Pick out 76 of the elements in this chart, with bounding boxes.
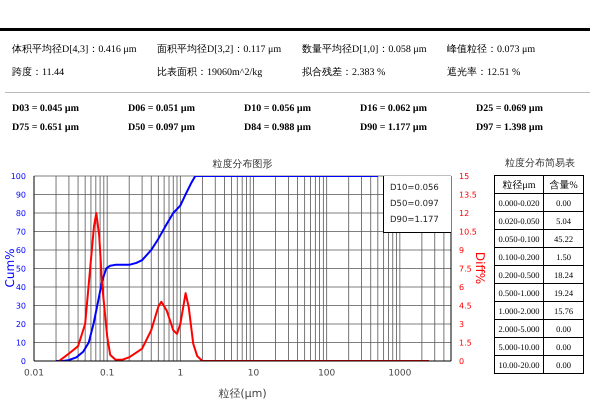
data-label: 0.00 <box>544 320 584 338</box>
y-tick-label: 80 <box>16 208 26 218</box>
data-label: 18.24 <box>544 266 584 284</box>
annotation: D50=0.097 <box>390 198 440 211</box>
text: 含量% <box>544 176 584 194</box>
text: 面积平均径D[3,2]：0.117 μm <box>157 43 282 56</box>
category-label: 0.100-0.200 <box>494 248 544 266</box>
text: D90 = 1.177 μm <box>360 122 428 133</box>
chart-title: 粒度分布图形 <box>212 158 274 171</box>
x-tick-label: 1 <box>177 368 184 378</box>
y2-axis-title: Diff% <box>473 252 487 284</box>
text: 粒度分布简易表 <box>504 156 576 170</box>
category-label: 0.500-1.000 <box>494 284 544 302</box>
y-tick-label: 40 <box>16 282 26 292</box>
y2-tick-label: 3 <box>459 320 464 329</box>
x-tick-label: 0.1 <box>100 368 114 378</box>
text: 体积平均径D[4,3]：0.416 μm <box>12 43 138 56</box>
category-label: 2.000-5.000 <box>494 320 544 338</box>
data-label: 5.04 <box>544 212 584 230</box>
y-tick-label: 10 <box>16 338 26 348</box>
y-tick-label: 30 <box>16 301 26 310</box>
text: 跨度：11.44 <box>12 66 66 79</box>
category-label: 0.050-0.100 <box>494 230 544 248</box>
annotation: D10=0.056 <box>390 182 440 195</box>
text: 数量平均径D[1,0]：0.058 μm <box>302 43 428 56</box>
data-label: 19.24 <box>544 284 584 302</box>
x-tick-label: 10 <box>248 368 260 378</box>
annotation: D90=1.177 <box>390 214 440 227</box>
y-axis-title: Cum% <box>3 248 17 288</box>
data-label: 0.00 <box>544 194 584 212</box>
text: D75 = 0.651 μm <box>12 122 80 133</box>
text: D25 = 0.069 μm <box>476 103 544 114</box>
x-tick-label: 100 <box>318 368 336 378</box>
y2-tick-label: 1.5 <box>459 338 472 348</box>
data-label: 45.22 <box>544 230 584 248</box>
category-label: 1.000-2.000 <box>494 302 544 320</box>
text: 比表面积：19060m^2/kg <box>157 66 264 79</box>
text: D97 = 1.398 μm <box>476 122 544 133</box>
text: D03 = 0.045 μm <box>12 103 80 114</box>
y2-tick-label: 6 <box>459 282 464 292</box>
y2-tick-label: 4.5 <box>459 301 472 310</box>
category-label: 5.000-10.00 <box>494 338 544 356</box>
y2-tick-label: 0 <box>459 356 464 366</box>
text: 峰值粒径：0.073 μm <box>447 43 536 56</box>
y2-tick-label: 13.5 <box>459 190 477 200</box>
data-label: 0.00 <box>544 356 584 374</box>
data-label: 15.76 <box>544 302 584 320</box>
data-label: 1.50 <box>544 248 584 266</box>
y-tick-label: 50 <box>16 264 26 274</box>
y2-tick-label: 7.5 <box>459 264 472 274</box>
y2-tick-label: 9 <box>459 246 464 255</box>
category-label: 0.200-0.500 <box>494 266 544 284</box>
y-tick-label: 90 <box>16 190 26 200</box>
text: D10 = 0.056 μm <box>244 103 312 114</box>
category-label: 0.000-0.020 <box>494 194 544 212</box>
y-tick-label: 0 <box>20 356 26 366</box>
data-label: 0.00 <box>544 338 584 356</box>
y2-tick-label: 15 <box>459 172 470 181</box>
y-tick-label: 100 <box>10 172 26 181</box>
x-tick-label: 1000 <box>388 368 412 378</box>
category-label: 0.020-0.050 <box>494 212 544 230</box>
text: 粒径μm <box>494 176 544 194</box>
x-axis-title: 粒径(μm) <box>218 387 267 400</box>
y-tick-label: 60 <box>16 246 26 255</box>
category-label: 10.00-20.00 <box>494 356 544 374</box>
y2-tick-label: 12 <box>459 208 470 218</box>
text: D16 = 0.062 μm <box>360 103 428 114</box>
y2-tick-label: 10.5 <box>459 227 477 236</box>
text: D06 = 0.051 μm <box>128 103 196 114</box>
text: 拟合残差：2.383 % <box>302 66 386 79</box>
x-tick-label: 0.01 <box>24 368 44 378</box>
y-tick-label: 70 <box>16 227 26 236</box>
text: 遮光率：12.51 % <box>447 66 522 79</box>
text: D84 = 0.988 μm <box>244 122 312 133</box>
y-tick-label: 20 <box>16 320 26 329</box>
text: D50 = 0.097 μm <box>128 122 196 133</box>
